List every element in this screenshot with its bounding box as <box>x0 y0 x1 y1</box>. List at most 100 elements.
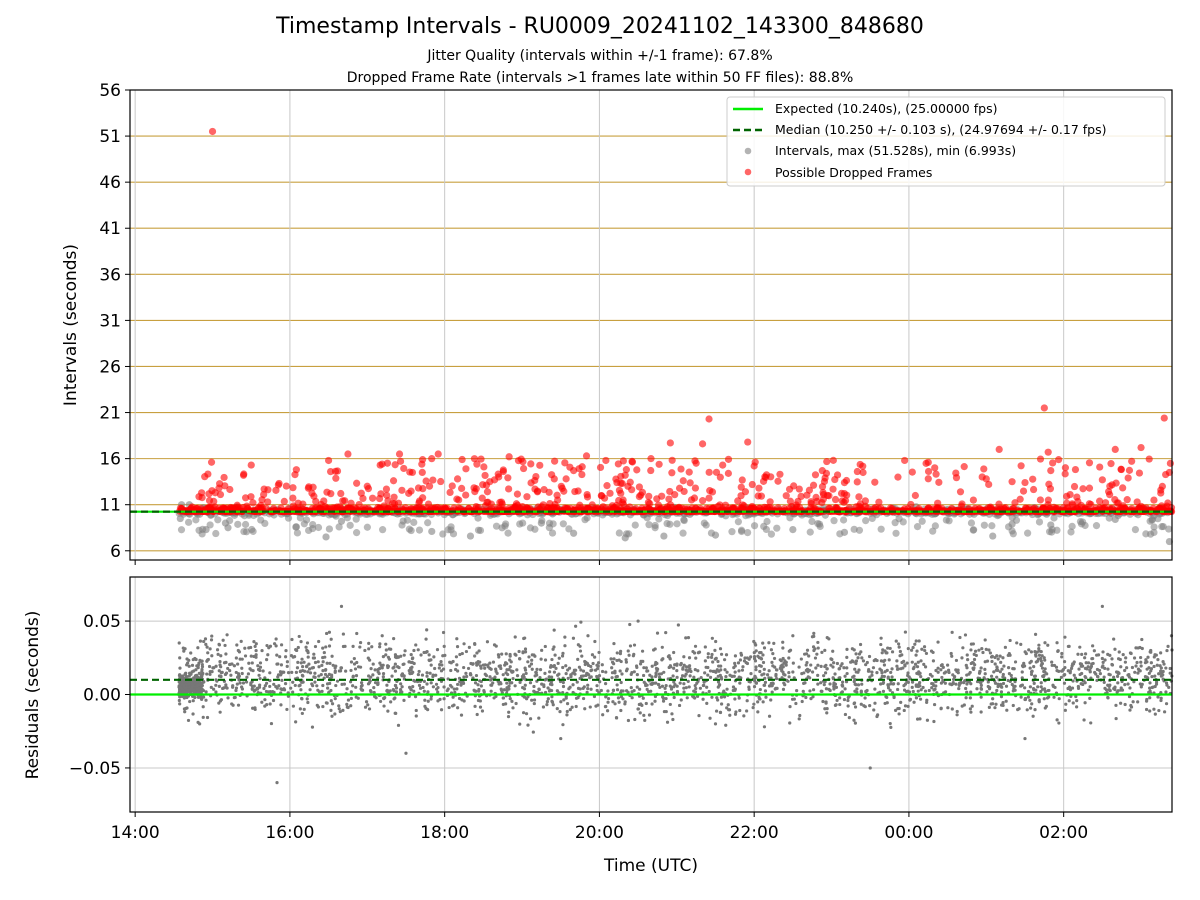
residual-point <box>572 668 577 672</box>
residual-point <box>838 702 842 707</box>
dropped-frame-point <box>249 499 257 507</box>
dropped-frame-point <box>934 499 942 507</box>
residual-point <box>734 710 738 714</box>
residual-point <box>1071 701 1075 705</box>
residual-point <box>285 660 290 664</box>
dropped-frame-point <box>621 471 629 479</box>
residual-point <box>324 668 328 672</box>
residual-point <box>868 704 872 708</box>
dropped-frame-point <box>1029 475 1037 483</box>
residual-point <box>354 685 358 689</box>
residual-point <box>219 670 223 675</box>
residual-point <box>923 665 928 669</box>
intervals-y-axis-label: Intervals (seconds) <box>61 244 81 406</box>
residual-point <box>675 675 679 679</box>
residual-point <box>445 689 449 693</box>
interval-point <box>868 514 876 522</box>
residual-point <box>518 680 522 684</box>
dropped-frame-point <box>812 493 820 501</box>
residual-point <box>491 660 496 664</box>
dropped-frame-point <box>719 461 727 469</box>
residual-point <box>1083 656 1087 660</box>
residual-point <box>713 648 717 652</box>
dropped-frame-point <box>289 502 297 510</box>
dropped-frame-point <box>859 462 867 470</box>
residual-point <box>885 695 889 700</box>
intervals-y-tick-label: 31 <box>99 311 121 331</box>
residual-point <box>576 696 580 700</box>
residual-point <box>1055 718 1059 722</box>
residual-point <box>1029 670 1034 674</box>
residual-point <box>787 675 791 679</box>
chart-legend: Expected (10.240s), (25.00000 fps) Media… <box>726 96 1166 187</box>
residual-point <box>722 695 727 699</box>
dropped-frame-point <box>1040 404 1048 412</box>
residual-point <box>988 651 993 655</box>
residual-point <box>990 659 994 664</box>
residual-point <box>903 682 908 686</box>
residual-point <box>543 671 547 676</box>
residual-point <box>672 650 676 655</box>
residual-point <box>752 702 756 706</box>
residual-point <box>724 723 728 727</box>
residual-point <box>300 697 304 701</box>
residual-point <box>231 703 235 707</box>
residual-point <box>737 669 741 673</box>
dropped-frame-point <box>483 488 492 496</box>
residual-point <box>825 711 829 715</box>
residual-point <box>762 725 767 729</box>
residual-point <box>753 659 758 663</box>
residual-point <box>698 686 702 690</box>
residual-point <box>1075 705 1079 709</box>
residual-point <box>998 654 1002 658</box>
residual-point <box>510 670 515 674</box>
residual-point <box>414 708 418 713</box>
dropped-frame-point <box>570 467 578 475</box>
residual-point <box>706 655 710 659</box>
dropped-frame-point <box>602 456 610 465</box>
residual-point <box>718 647 723 651</box>
residual-point <box>1164 666 1168 670</box>
dropped-frame-point <box>504 474 512 482</box>
interval-point <box>945 517 953 525</box>
residual-point <box>939 668 943 672</box>
residual-point <box>843 712 848 717</box>
residual-point <box>321 683 325 688</box>
dropped-frame-point <box>924 458 932 466</box>
residual-point <box>327 644 332 648</box>
residual-point <box>804 663 808 667</box>
dropped-frame-point <box>1085 484 1094 492</box>
dropped-frame-point <box>395 450 404 458</box>
dropped-frame-point <box>330 504 338 512</box>
dropped-frame-point <box>677 465 685 473</box>
interval-point <box>877 525 885 533</box>
dropped-frame-point <box>1158 482 1166 490</box>
interval-point <box>492 522 501 530</box>
residual-point <box>853 667 857 671</box>
residual-point <box>328 681 332 686</box>
dropped-frame-point <box>484 498 492 506</box>
residual-point <box>767 669 771 673</box>
residual-point <box>714 709 719 713</box>
dropped-frame-point <box>638 488 647 496</box>
dropped-frame-point <box>359 494 367 503</box>
residual-point <box>736 661 741 665</box>
residual-point <box>956 671 960 675</box>
residual-point <box>316 705 321 709</box>
dropped-frame-point <box>321 502 329 511</box>
residual-point <box>820 650 824 654</box>
residual-point <box>1138 645 1142 650</box>
residual-point <box>626 718 631 723</box>
residual-point <box>879 668 884 673</box>
dropped-frame-point <box>1160 414 1168 422</box>
residual-point <box>372 686 376 690</box>
residual-point <box>741 665 745 669</box>
residual-point <box>635 673 639 677</box>
dropped-frame-point <box>401 504 410 512</box>
dropped-frame-point <box>619 500 628 509</box>
residual-point <box>214 683 218 687</box>
residual-point <box>846 698 850 703</box>
residual-point <box>243 646 247 650</box>
intervals-y-tick-label: 46 <box>99 173 121 193</box>
